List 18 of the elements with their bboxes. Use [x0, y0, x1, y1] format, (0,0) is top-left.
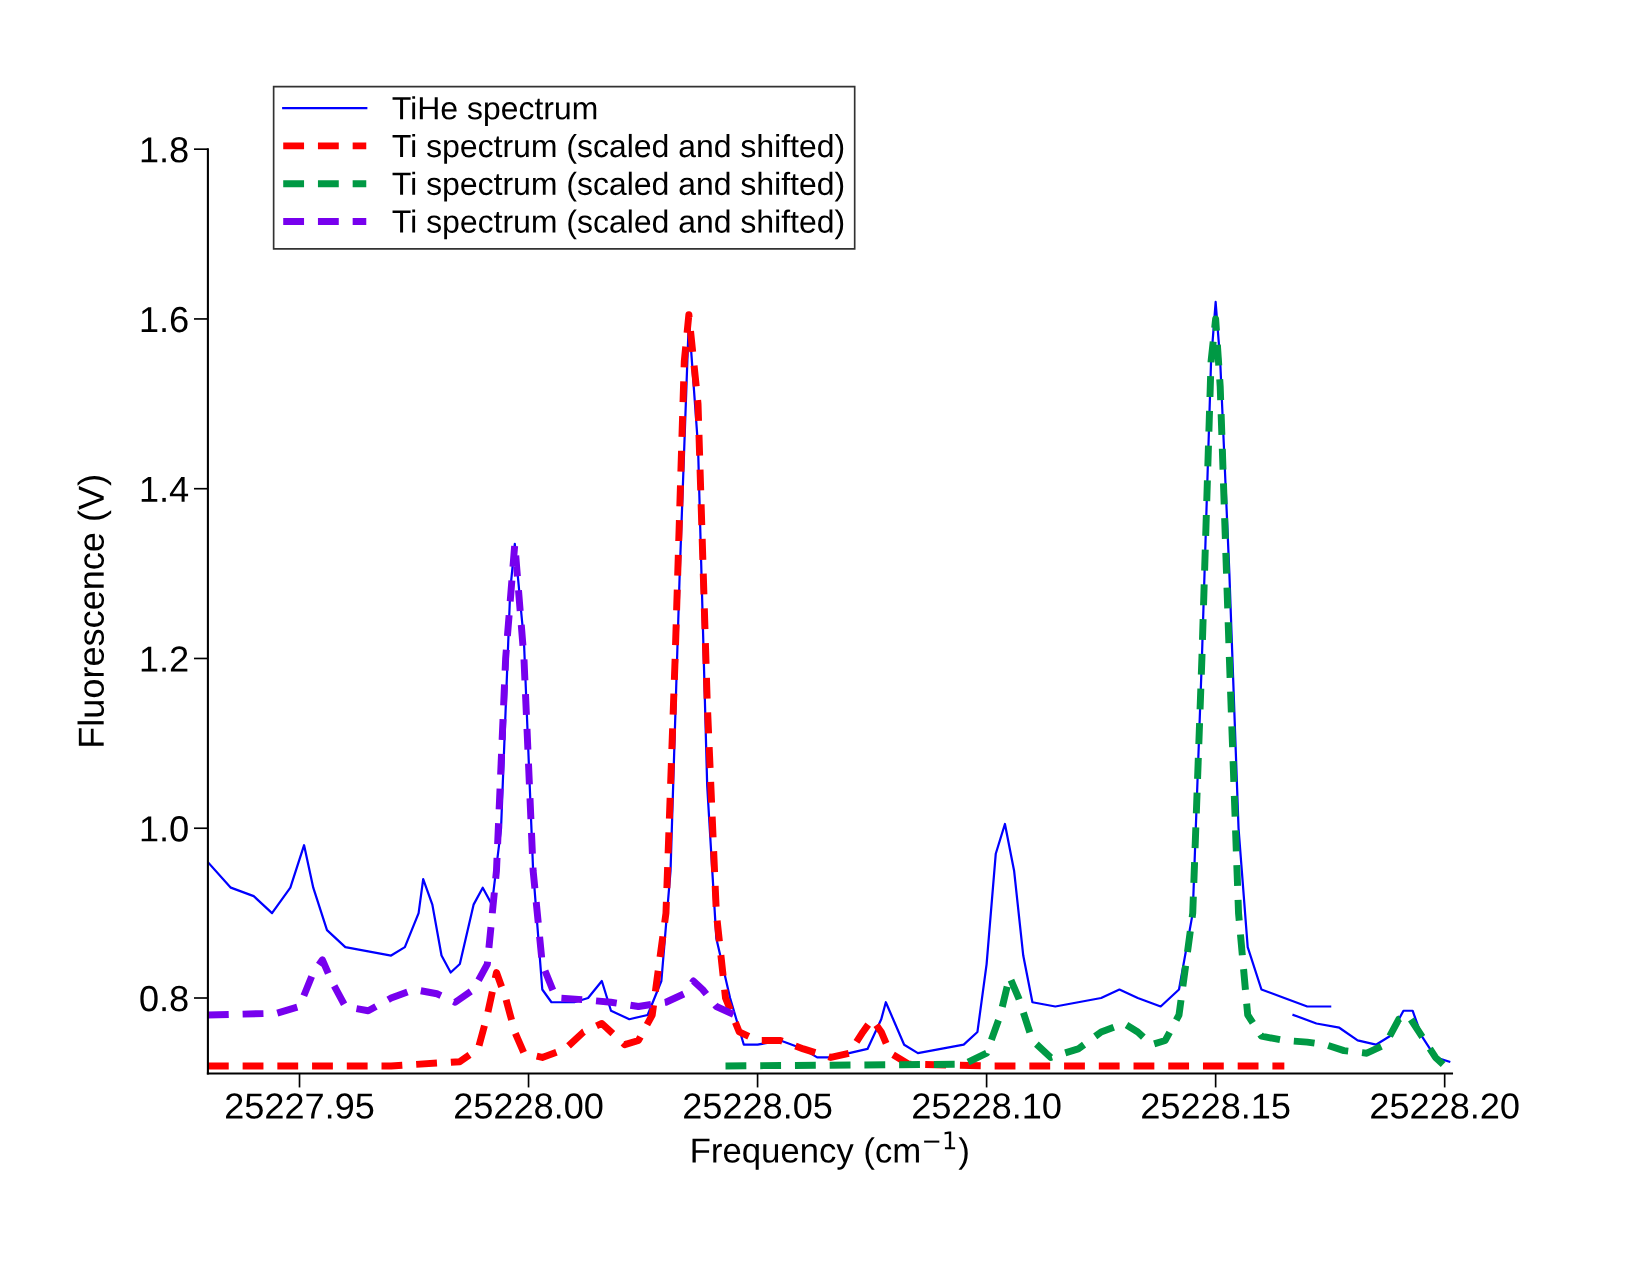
legend-label: Ti spectrum (scaled and shifted)	[392, 171, 844, 202]
x-tick-label: 25228.00	[455, 1093, 603, 1119]
legend-label: Ti spectrum (scaled and shifted)	[392, 209, 844, 240]
y-tick-label: 1.4	[141, 476, 189, 502]
legend-label: TiHe spectrum	[392, 96, 597, 126]
x-tick-label: 25228.20	[1371, 1093, 1519, 1119]
x-tick-label: 25228.10	[913, 1093, 1061, 1119]
x-tick-label: 25228.05	[684, 1093, 832, 1119]
y-tick-label: 1.2	[141, 646, 188, 672]
legend-label: Ti spectrum (scaled and shifted)	[392, 133, 844, 164]
x-axis-title: Frequency (cm$^{−1}$)	[692, 1131, 968, 1170]
y-tick-label: 1.0	[141, 816, 188, 842]
y-tick-label: 1.6	[141, 306, 188, 333]
x-tick-label: 25228.15	[1142, 1093, 1290, 1119]
y-tick-label: 0.8	[140, 985, 188, 1012]
y-tick-label: 1.8	[141, 137, 188, 163]
y-axis-title: Fluorescence (V)	[77, 476, 112, 746]
x-tick-label: 25227.95	[226, 1093, 374, 1119]
